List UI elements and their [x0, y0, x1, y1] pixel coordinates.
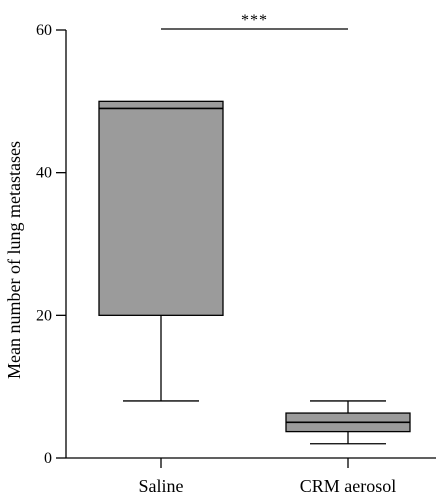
- axes-layer: [56, 29, 436, 468]
- y-tick-label: 20: [36, 307, 52, 324]
- box-iqr: [98, 100, 224, 316]
- boxes-layer: [98, 100, 411, 445]
- y-tick-label: 60: [36, 22, 52, 39]
- box-group-1: [98, 100, 224, 402]
- y-axis-title: Mean number of lung metastases: [4, 141, 24, 379]
- labels-layer: 0 20 40 60 Saline CRM aerosol Mean number of l…: [4, 12, 396, 496]
- x-category-label: CRM aerosol: [300, 476, 397, 496]
- box-group-2: [285, 400, 411, 445]
- x-category-label: Saline: [139, 476, 184, 496]
- significance-label: ***: [241, 12, 268, 29]
- y-tick-label: 0: [44, 450, 52, 467]
- y-tick-label: 40: [36, 165, 52, 182]
